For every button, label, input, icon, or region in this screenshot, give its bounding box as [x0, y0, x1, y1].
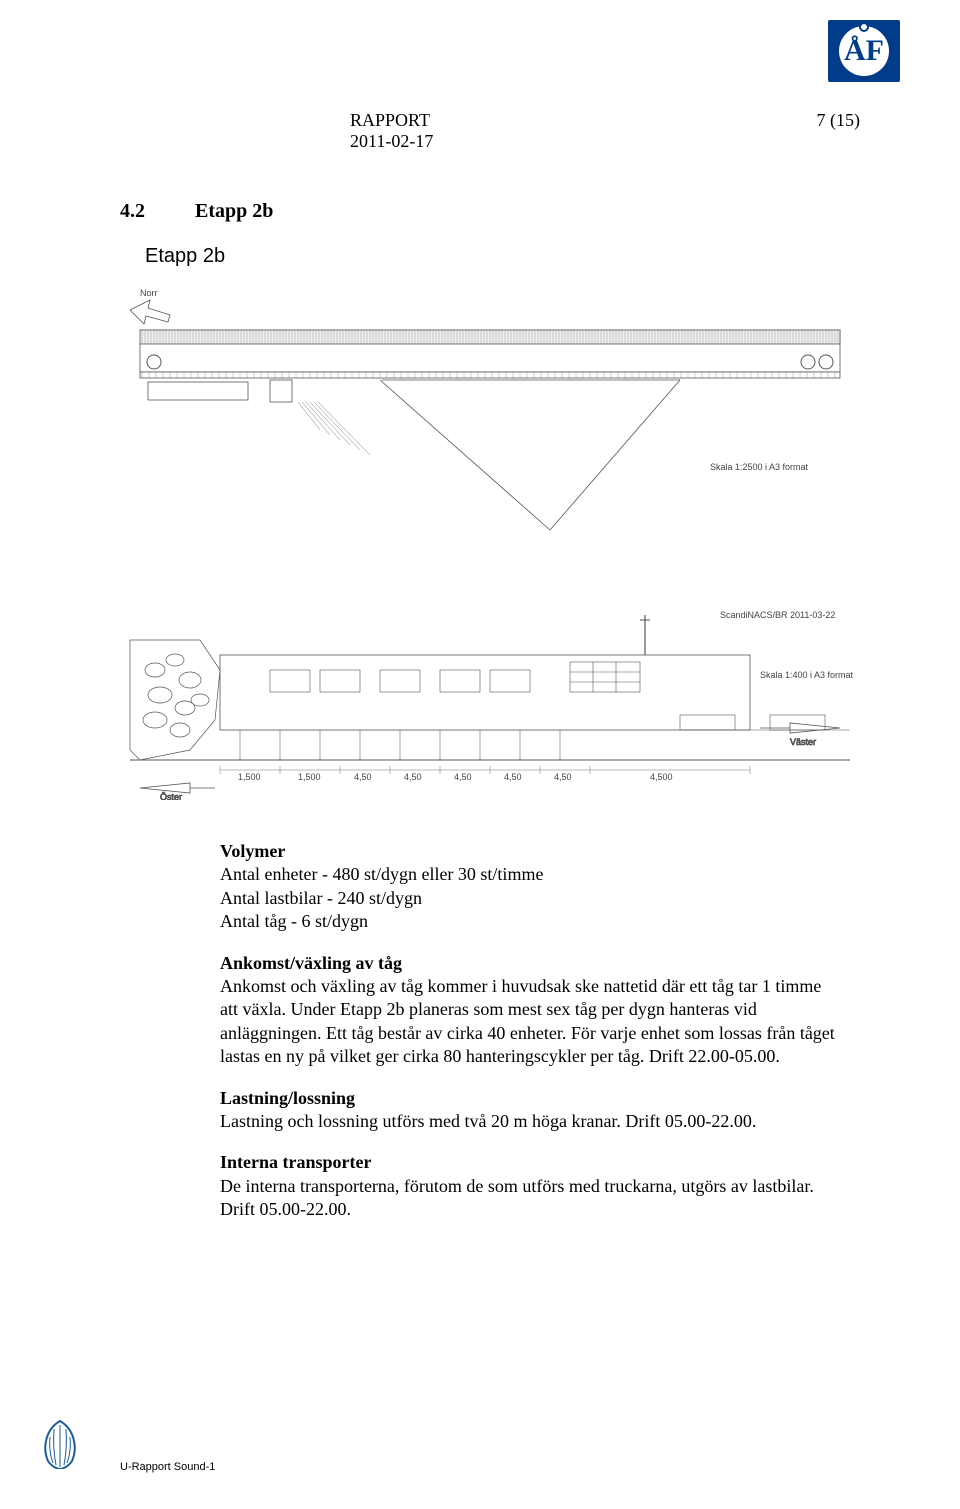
interna-paragraph: De interna transporterna, förutom de som…: [220, 1175, 840, 1222]
east-label: Öster: [160, 792, 182, 800]
svg-text:4,50: 4,50: [404, 772, 422, 782]
svg-text:1,500: 1,500: [298, 772, 321, 782]
svg-text:4,500: 4,500: [650, 772, 673, 782]
svg-text:4,50: 4,50: [504, 772, 522, 782]
volymer-line-3: Antal tåg - 6 st/dygn: [220, 910, 840, 933]
west-label: Väster: [790, 737, 816, 747]
section-diagram: ScandiNACS/BR 2011-03-22: [120, 600, 860, 800]
section-credit: ScandiNACS/BR 2011-03-22: [720, 610, 835, 620]
section-number: 4.2: [120, 200, 190, 223]
plan-diagram: Norr: [120, 280, 860, 560]
section-title: Etapp 2b: [195, 200, 273, 222]
body-text: Volymer Antal enheter - 480 st/dygn elle…: [220, 840, 840, 1239]
footer-ref: U-Rapport Sound-1: [120, 1461, 215, 1473]
volymer-line-1: Antal enheter - 480 st/dygn eller 30 st/…: [220, 863, 840, 886]
volymer-line-2: Antal lastbilar - 240 st/dygn: [220, 887, 840, 910]
svg-text:1,500: 1,500: [238, 772, 261, 782]
report-title: RAPPORT: [350, 110, 433, 131]
plan-scale-note: Skala 1:2500 i A3 format: [710, 462, 809, 472]
ankomst-paragraph: Ankomst och växling av tåg kommer i huvu…: [220, 975, 840, 1069]
company-logo: ÅF: [828, 20, 900, 82]
logo-letters: ÅF: [844, 34, 884, 68]
page-header: RAPPORT 2011-02-17 7 (15): [350, 110, 860, 152]
lastning-heading: Lastning/lossning: [220, 1087, 840, 1110]
lastning-paragraph: Lastning och lossning utförs med två 20 …: [220, 1110, 840, 1133]
svg-text:4,50: 4,50: [354, 772, 372, 782]
ankomst-heading: Ankomst/växling av tåg: [220, 952, 840, 975]
svg-text:4,50: 4,50: [554, 772, 572, 782]
interna-heading: Interna transporter: [220, 1151, 840, 1174]
svg-text:4,50: 4,50: [454, 772, 472, 782]
north-label: Norr: [140, 288, 158, 298]
shell-icon: [40, 1419, 80, 1469]
page-number: 7 (15): [817, 110, 861, 152]
diagram-title: Etapp 2b: [145, 245, 225, 268]
section-scale-note: Skala 1:400 i A3 format: [760, 670, 854, 680]
section-heading: 4.2 Etapp 2b: [120, 200, 273, 223]
volymer-heading: Volymer: [220, 840, 840, 863]
report-date: 2011-02-17: [350, 131, 433, 152]
